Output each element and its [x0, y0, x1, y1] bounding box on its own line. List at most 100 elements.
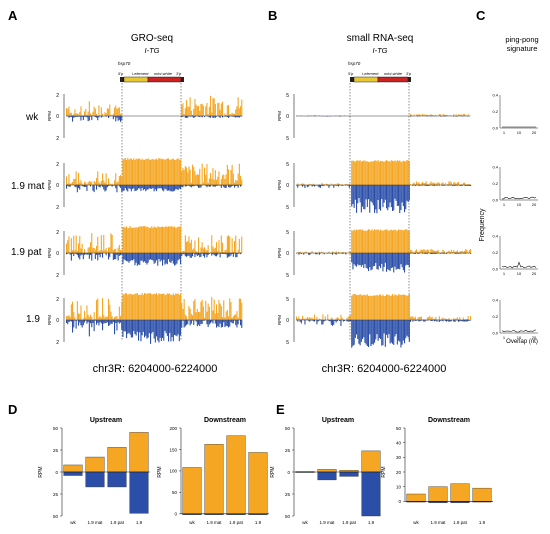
- signal-bar-sense: [233, 316, 234, 320]
- signal-bar-antisense: [238, 320, 239, 324]
- signal-bar-antisense: [216, 253, 217, 256]
- signal-bar-antisense: [137, 320, 138, 332]
- signal-bar-sense: [222, 317, 223, 320]
- signal-bar-antisense: [403, 253, 404, 270]
- signal-bar-sense: [78, 114, 79, 116]
- track-ylabel: RPM: [277, 315, 282, 325]
- signal-bar-sense: [230, 114, 231, 116]
- signal-bar-sense: [131, 159, 132, 185]
- signal-bar-sense: [66, 243, 67, 253]
- signal-bar-antisense: [80, 253, 81, 255]
- signal-bar-sense: [78, 313, 79, 320]
- signal-bar-antisense: [89, 253, 90, 259]
- signal-bar-antisense: [355, 320, 356, 338]
- signal-bar-antisense: [172, 320, 173, 337]
- bar-chart-category-label: 1.9 pat: [453, 520, 468, 525]
- ping-pong-x-tick: 10: [517, 335, 522, 340]
- signal-bar-sense: [212, 246, 213, 253]
- signal-bar-sense: [379, 295, 380, 320]
- signal-bar-sense: [408, 231, 409, 253]
- signal-bar-sense: [390, 230, 391, 253]
- ping-pong-y-tick: 0.0: [492, 126, 498, 131]
- signal-bar-sense: [114, 249, 115, 253]
- signal-bar-sense: [356, 161, 357, 185]
- signal-bar-sense: [350, 315, 351, 320]
- signal-bar-antisense: [170, 253, 171, 263]
- signal-bar-antisense: [298, 253, 299, 255]
- signal-bar-antisense: [149, 320, 150, 333]
- signal-bar-antisense: [121, 116, 122, 121]
- signal-bar-antisense: [375, 320, 376, 339]
- signal-bar-sense: [384, 230, 385, 253]
- signal-bar-sense: [453, 318, 454, 320]
- signal-bar-sense: [223, 300, 224, 320]
- signal-bar-sense: [240, 106, 241, 116]
- signal-bar-antisense: [399, 253, 400, 269]
- signal-bar-sense: [182, 251, 183, 253]
- signal-bar-sense: [145, 159, 146, 185]
- signal-bar-sense: [427, 317, 428, 320]
- signal-bar-sense: [233, 114, 234, 116]
- signal-bar-sense: [138, 295, 139, 320]
- signal-bar-antisense: [410, 320, 411, 322]
- signal-bar-antisense: [115, 185, 116, 188]
- signal-bar-sense: [185, 235, 186, 253]
- signal-bar-sense: [88, 315, 89, 320]
- signal-bar-sense: [360, 294, 361, 320]
- signal-bar-sense: [362, 161, 363, 185]
- signal-bar-sense: [439, 316, 440, 320]
- signal-bar-antisense: [356, 185, 357, 213]
- signal-bar-sense: [399, 295, 400, 320]
- bar-chart-y-tick-label: 40: [396, 440, 402, 445]
- signal-bar-sense: [230, 170, 231, 185]
- signal-bar-sense: [127, 228, 128, 253]
- track-0: 202RPM: [47, 93, 242, 142]
- track-ylabel: RPM: [277, 180, 282, 190]
- signal-bar-sense: [199, 169, 200, 185]
- signal-bar-sense: [191, 111, 192, 116]
- signal-bar-sense: [388, 231, 389, 253]
- signal-bar-antisense: [136, 320, 137, 336]
- signal-bar-antisense: [98, 253, 99, 255]
- signal-bar-antisense: [399, 320, 400, 342]
- signal-bar-antisense: [331, 320, 332, 325]
- signal-bar-sense: [369, 296, 370, 320]
- signal-bar-antisense: [220, 320, 221, 324]
- signal-bar-sense: [119, 245, 120, 253]
- signal-bar-sense: [366, 231, 367, 253]
- signal-bar-sense: [202, 300, 203, 320]
- signal-bar-sense: [116, 316, 117, 320]
- signal-bar-sense: [361, 295, 362, 320]
- signal-bar-sense: [163, 159, 164, 185]
- signal-bar-sense: [97, 171, 98, 185]
- signal-bar-sense: [358, 295, 359, 320]
- signal-bar-sense: [158, 158, 159, 185]
- signal-bar-sense: [391, 160, 392, 185]
- signal-bar-antisense: [86, 185, 87, 191]
- signal-bar-sense: [373, 231, 374, 253]
- signal-bar-sense: [381, 230, 382, 253]
- signal-bar-sense: [405, 229, 406, 253]
- signal-bar-sense: [322, 314, 323, 320]
- bar-sense: [249, 452, 268, 513]
- bar-chart-y-tick-label: 100: [169, 469, 177, 474]
- signal-bar-sense: [154, 227, 155, 253]
- signal-bar-sense: [364, 161, 365, 185]
- signal-bar-sense: [457, 250, 458, 253]
- signal-bar-sense: [458, 182, 459, 185]
- bar-chart-ylabel: RPM: [157, 466, 163, 477]
- ping-pong-plot-2: 0.40.20.01 10 20: [492, 234, 538, 277]
- signal-bar-antisense: [357, 253, 358, 264]
- signal-bar-sense: [107, 317, 108, 320]
- signal-bar-antisense: [127, 185, 128, 192]
- bar-chart-title: Downstream: [204, 417, 246, 424]
- signal-bar-antisense: [408, 253, 409, 265]
- signal-bar-sense: [118, 182, 119, 185]
- signal-bar-antisense: [91, 116, 92, 120]
- signal-bar-antisense: [80, 320, 81, 325]
- panel-c-title-line-2: signature: [507, 44, 538, 53]
- bar-chart-category-label: 1.9 mat: [430, 520, 446, 525]
- signal-bar-sense: [133, 295, 134, 320]
- signal-bar-sense: [411, 250, 412, 253]
- signal-bar-sense: [121, 177, 122, 185]
